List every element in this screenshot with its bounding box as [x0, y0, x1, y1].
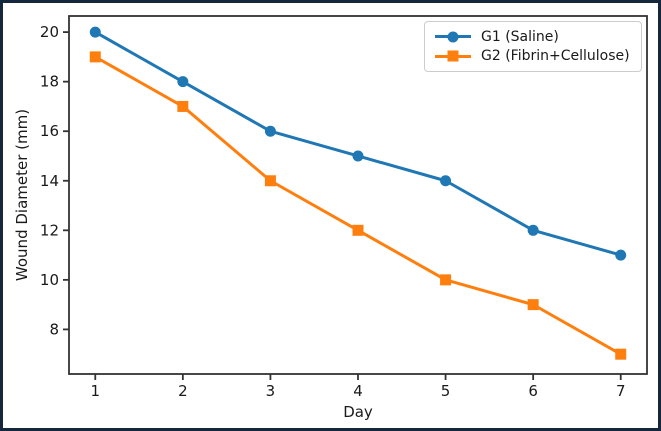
- g1-line-circle-sample-icon: [435, 30, 471, 44]
- data-point-g2: [440, 274, 452, 286]
- legend-label-g1: G1 (Saline): [481, 28, 559, 45]
- g2-sample-marker: [447, 50, 459, 62]
- legend-entry-g2: G2 (Fibrin+Cellulose): [435, 48, 631, 64]
- x-tick-label: 5: [441, 382, 451, 400]
- data-point-g2: [177, 100, 189, 112]
- x-tick-label: 7: [616, 382, 626, 400]
- g2-line-square-sample-icon: [435, 49, 471, 63]
- data-point-g2: [89, 51, 101, 63]
- y-axis-label: Wound Diameter (mm): [13, 108, 31, 282]
- x-tick-label: 3: [266, 382, 276, 400]
- series-line-g2: [93, 55, 623, 356]
- y-tick-label: 8: [49, 320, 59, 338]
- y-tick-label: 16: [40, 122, 59, 140]
- y-tick-label: 20: [40, 23, 59, 41]
- legend: G1 (Saline) G2 (Fibrin+Cellulose): [424, 21, 642, 72]
- y-tick-label: 18: [40, 73, 59, 91]
- data-point-g1: [615, 249, 627, 261]
- data-point-g1: [352, 150, 364, 162]
- x-tick-label: 2: [178, 382, 188, 400]
- data-point-g2: [352, 224, 364, 236]
- x-axis-label: Day: [343, 403, 373, 421]
- legend-entry-g1: G1 (Saline): [435, 29, 631, 45]
- y-tick-label: 14: [40, 172, 59, 190]
- legend-label-g2: G2 (Fibrin+Cellulose): [481, 48, 630, 65]
- y-tick-label: 10: [40, 271, 59, 289]
- y-tick-label: 12: [40, 221, 59, 239]
- data-point-g1: [527, 224, 539, 236]
- data-point-g1: [89, 26, 101, 38]
- g1-sample-marker: [447, 31, 459, 43]
- x-tick-label: 4: [353, 382, 363, 400]
- data-point-g2: [264, 175, 276, 187]
- data-point-g2: [527, 299, 539, 311]
- data-point-g1: [177, 76, 189, 88]
- data-point-g1: [440, 175, 452, 187]
- x-tick-label: 1: [90, 382, 100, 400]
- data-point-g1: [264, 125, 276, 137]
- x-tick-label: 6: [528, 382, 538, 400]
- data-point-g2: [615, 348, 627, 360]
